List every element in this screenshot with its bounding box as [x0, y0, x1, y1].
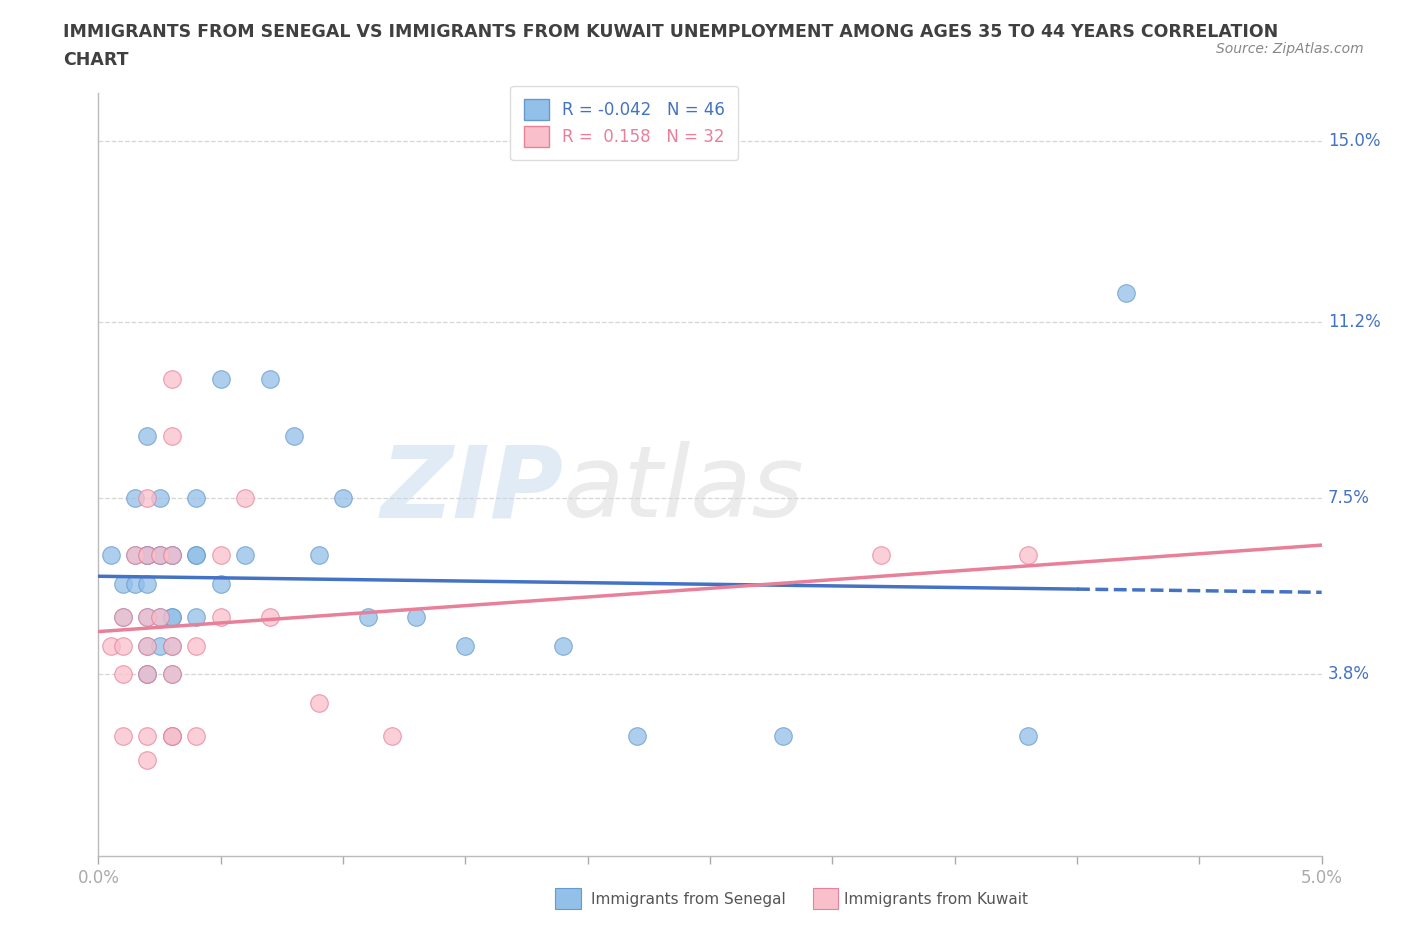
Point — [308, 696, 330, 711]
Point — [160, 639, 183, 654]
Point — [356, 610, 378, 625]
Point — [209, 577, 232, 591]
Point — [111, 610, 134, 625]
Point — [381, 729, 404, 744]
Point — [259, 371, 281, 387]
Point — [772, 729, 794, 744]
Point — [160, 667, 183, 682]
Point — [136, 667, 159, 682]
Point — [111, 610, 134, 625]
Text: ZIP: ZIP — [380, 441, 564, 538]
Point — [1115, 286, 1137, 300]
Legend: R = -0.042   N = 46, R =  0.158   N = 32: R = -0.042 N = 46, R = 0.158 N = 32 — [510, 86, 738, 160]
Point — [136, 639, 159, 654]
Point — [100, 548, 122, 563]
Point — [136, 610, 159, 625]
Point — [160, 548, 183, 563]
Point — [149, 548, 172, 563]
Point — [136, 548, 159, 563]
Point — [136, 667, 159, 682]
Point — [111, 639, 134, 654]
Point — [405, 610, 427, 625]
Point — [111, 577, 134, 591]
Point — [136, 491, 159, 506]
Text: 11.2%: 11.2% — [1327, 312, 1381, 331]
Text: Immigrants from Senegal: Immigrants from Senegal — [591, 892, 786, 907]
Point — [136, 548, 159, 563]
Point — [454, 639, 477, 654]
Point — [124, 491, 146, 506]
Point — [186, 548, 208, 563]
Point — [233, 491, 256, 506]
Point — [149, 610, 172, 625]
Point — [626, 729, 648, 744]
Text: 7.5%: 7.5% — [1327, 489, 1369, 507]
Text: atlas: atlas — [564, 441, 804, 538]
Point — [1017, 548, 1039, 563]
Point — [186, 610, 208, 625]
Point — [186, 548, 208, 563]
Text: 15.0%: 15.0% — [1327, 132, 1381, 150]
Point — [233, 548, 256, 563]
Point — [149, 548, 172, 563]
Point — [553, 639, 575, 654]
Point — [136, 729, 159, 744]
Point — [160, 610, 183, 625]
Point — [160, 371, 183, 387]
Point — [124, 548, 146, 563]
Point — [209, 371, 232, 387]
Point — [160, 429, 183, 444]
Point — [160, 548, 183, 563]
Point — [149, 639, 172, 654]
Text: CHART: CHART — [63, 51, 129, 69]
Point — [100, 639, 122, 654]
Point — [136, 610, 159, 625]
Point — [136, 639, 159, 654]
Point — [283, 429, 305, 444]
Point — [186, 639, 208, 654]
Point — [160, 729, 183, 744]
Text: Immigrants from Kuwait: Immigrants from Kuwait — [844, 892, 1028, 907]
Point — [136, 577, 159, 591]
Point — [870, 548, 893, 563]
Point — [160, 610, 183, 625]
Point — [259, 610, 281, 625]
Point — [136, 548, 159, 563]
Point — [160, 667, 183, 682]
Point — [209, 610, 232, 625]
Text: 3.8%: 3.8% — [1327, 666, 1369, 684]
Text: IMMIGRANTS FROM SENEGAL VS IMMIGRANTS FROM KUWAIT UNEMPLOYMENT AMONG AGES 35 TO : IMMIGRANTS FROM SENEGAL VS IMMIGRANTS FR… — [63, 23, 1278, 41]
Point — [209, 548, 232, 563]
Point — [149, 610, 172, 625]
Point — [136, 429, 159, 444]
Point — [332, 491, 354, 506]
Point — [136, 753, 159, 768]
Point — [111, 729, 134, 744]
Point — [160, 729, 183, 744]
Point — [186, 729, 208, 744]
Point — [186, 491, 208, 506]
Point — [308, 548, 330, 563]
Point — [149, 491, 172, 506]
Point — [124, 548, 146, 563]
Point — [160, 639, 183, 654]
Text: Source: ZipAtlas.com: Source: ZipAtlas.com — [1216, 42, 1364, 56]
Point — [136, 667, 159, 682]
Point — [136, 548, 159, 563]
Point — [1017, 729, 1039, 744]
Point — [160, 548, 183, 563]
Point — [124, 577, 146, 591]
Point — [149, 548, 172, 563]
Point — [160, 729, 183, 744]
Point — [111, 667, 134, 682]
